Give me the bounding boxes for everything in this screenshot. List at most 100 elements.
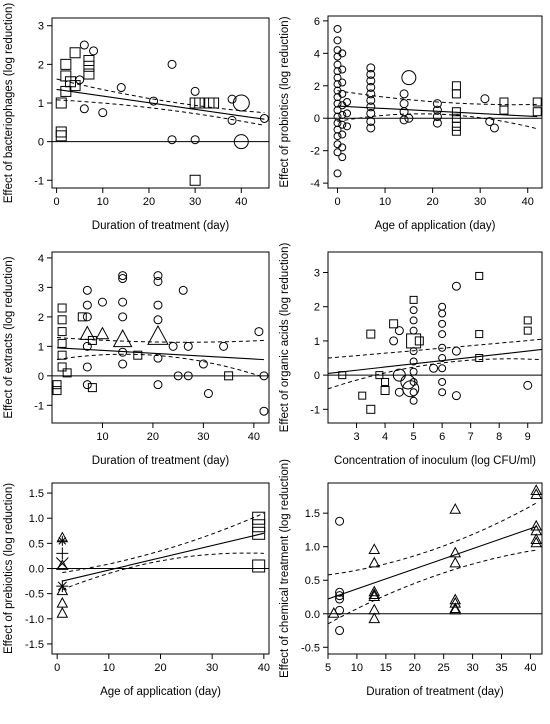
data-point-circle [82, 380, 92, 390]
data-point-square [532, 107, 542, 117]
x-tick-label: 8 [496, 431, 502, 443]
ci-lower-line [328, 549, 537, 625]
plot-frame [51, 251, 270, 424]
data-point-square [252, 559, 266, 573]
data-point-circle [409, 388, 418, 397]
data-point-circle [259, 406, 269, 416]
x-tick-label: 0 [334, 196, 340, 208]
data-point-circle [259, 371, 269, 381]
data-point-circle [343, 109, 352, 118]
data-point-square [224, 371, 234, 381]
data-point-circle [178, 285, 188, 295]
data-point-circle [333, 60, 342, 69]
data-point-circle [338, 49, 347, 58]
data-point-circle [438, 319, 447, 328]
y-tick-label: 4 [314, 48, 320, 60]
data-point-circle [82, 300, 92, 310]
x-tick-label: 40 [258, 662, 270, 674]
data-point-circle [190, 86, 200, 96]
data-point-circle [82, 312, 92, 322]
data-point-circle [167, 135, 177, 145]
data-point-circle [173, 371, 183, 381]
data-point-circle [394, 326, 404, 336]
data-point-square [451, 121, 461, 131]
data-point-triangle [449, 603, 462, 615]
x-tick-label: 30 [197, 431, 209, 443]
data-point-square [77, 312, 87, 322]
y-tick-label: 6 [314, 16, 320, 28]
y-tick-label: 1 [38, 98, 44, 110]
data-point-circle [399, 115, 409, 125]
y-tick-label: -1 [310, 404, 320, 416]
data-point-circle [227, 115, 237, 125]
data-point-circle [219, 341, 229, 351]
plot-area [328, 271, 542, 414]
y-tick-label: 0.5 [305, 575, 320, 587]
data-point-square [57, 338, 67, 348]
data-point-triangle [147, 324, 169, 345]
data-point-circle [409, 377, 418, 386]
data-point-circle [338, 110, 347, 119]
data-point-circle [153, 300, 163, 310]
data-point-triangle [368, 556, 381, 568]
data-point-circle [366, 63, 376, 73]
data-point-square [55, 97, 67, 109]
data-point-plus [56, 547, 69, 560]
data-point-circle [153, 380, 163, 390]
y-tick-label: 2 [38, 59, 44, 71]
data-point-circle [402, 380, 420, 398]
data-point-circle [82, 362, 92, 372]
data-point-circle [429, 363, 439, 373]
data-point-square [409, 295, 418, 304]
data-point-square [252, 526, 266, 540]
data-point-triangle [368, 590, 381, 601]
data-point-square [60, 58, 72, 70]
data-point-circle [116, 83, 126, 93]
y-tick-label: 1.0 [29, 513, 44, 525]
x-axis-label: Age of application (day) [100, 686, 221, 698]
data-point-circle [485, 116, 495, 126]
data-point-circle [333, 80, 342, 89]
data-point-circle [409, 306, 418, 315]
x-tick-label: 30 [206, 662, 218, 674]
y-tick-label: -0.5 [301, 642, 320, 654]
data-point-square [406, 333, 422, 349]
y-tick-label: 3 [38, 21, 44, 33]
ci-lower-line [328, 358, 542, 390]
plot-frame [51, 17, 270, 189]
x-tick-label: 30 [189, 196, 201, 208]
x-tick-label: 20 [409, 662, 421, 674]
data-point-triangle [368, 585, 381, 597]
data-point-circle [394, 387, 404, 397]
data-point-circle [389, 336, 399, 346]
data-point-square [57, 327, 67, 337]
data-point-triangle [79, 325, 96, 340]
data-point-circle [451, 281, 461, 291]
y-axis-label: Effect of bacteriophages (log reduction) [3, 3, 15, 204]
data-point-square [451, 107, 461, 117]
data-point-triangle [449, 602, 462, 614]
y-tick-label: 0 [314, 113, 320, 125]
data-point-triangle [368, 612, 381, 624]
data-point-triangle [56, 606, 69, 618]
data-point-circle [98, 108, 108, 118]
y-axis-label: Effect of prebiotics (log reduction) [3, 483, 15, 654]
data-point-circle [489, 123, 499, 133]
data-point-triangle [530, 533, 542, 544]
data-point-square [451, 81, 461, 91]
chart-panel-3: 10 20 30 40 -1 0 1 2 3 4 Duration of treatment (da… [3, 251, 270, 467]
data-point-circle [183, 371, 193, 381]
data-point-circle [438, 388, 447, 397]
data-point-circle [153, 271, 163, 281]
x-tick-label: 20 [147, 431, 159, 443]
data-point-square [358, 391, 367, 400]
data-point-triangle [95, 326, 110, 340]
y-tick-label: 4 [38, 253, 44, 265]
data-point-circle [79, 104, 89, 114]
x-tick-label: 6 [439, 431, 445, 443]
x-tick-label: 20 [154, 662, 166, 674]
data-point-circle [118, 359, 128, 369]
chart-panel-2: 0 10 20 30 40 -4 -2 0 2 4 6 Age of application (day… [279, 15, 543, 232]
plot-area [328, 24, 542, 178]
regression-line [328, 348, 542, 374]
